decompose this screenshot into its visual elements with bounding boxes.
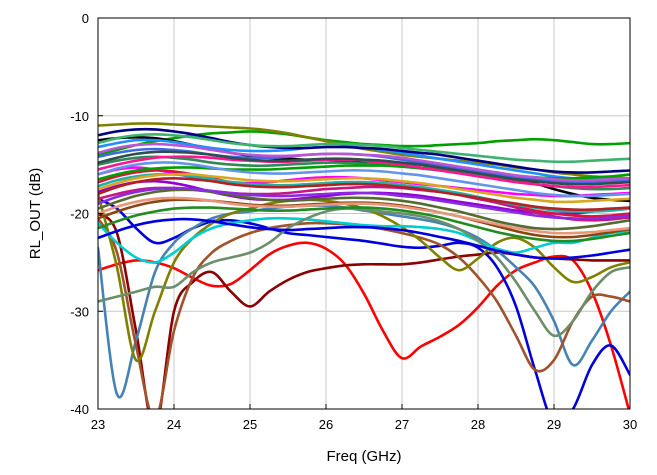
- series-line-25: [98, 142, 630, 182]
- y-tick-label: -10: [70, 109, 89, 124]
- y-tick-label: 0: [82, 11, 89, 26]
- x-tick-label: 23: [91, 417, 105, 432]
- series-line-27: [98, 161, 630, 198]
- series-line-10: [98, 216, 630, 264]
- x-tick-label: 26: [319, 417, 333, 432]
- series-line-22: [98, 127, 630, 174]
- x-tick-label: 30: [623, 417, 637, 432]
- x-tick-label: 29: [547, 417, 561, 432]
- series-lines: [98, 122, 630, 409]
- x-axis-label: Freq (GHz): [327, 448, 402, 465]
- series-line-29: [98, 133, 630, 164]
- x-tick-label: 28: [471, 417, 485, 432]
- x-tick-label: 24: [167, 417, 181, 432]
- series-line-32: [98, 172, 630, 204]
- x-axis-ticks: 23 24 25 26 27 28 29 30: [91, 404, 637, 432]
- x-tick-label: 25: [243, 417, 257, 432]
- series-line-11: [98, 207, 630, 338]
- series-line-31: [98, 150, 630, 186]
- series-line-28: [98, 177, 630, 212]
- series-line-30: [98, 186, 630, 220]
- series-line-26: [98, 206, 630, 243]
- y-tick-label: -30: [70, 304, 89, 319]
- y-tick-label: -40: [70, 402, 89, 417]
- y-axis-label: RL_OUT (dB): [27, 168, 44, 259]
- series-line-33: [98, 217, 630, 260]
- x-tick-label: 27: [395, 417, 409, 432]
- series-line-34: [98, 196, 630, 235]
- y-axis-ticks: -40 -30 -20 -10 0: [70, 11, 103, 417]
- y-tick-label: -20: [70, 207, 89, 222]
